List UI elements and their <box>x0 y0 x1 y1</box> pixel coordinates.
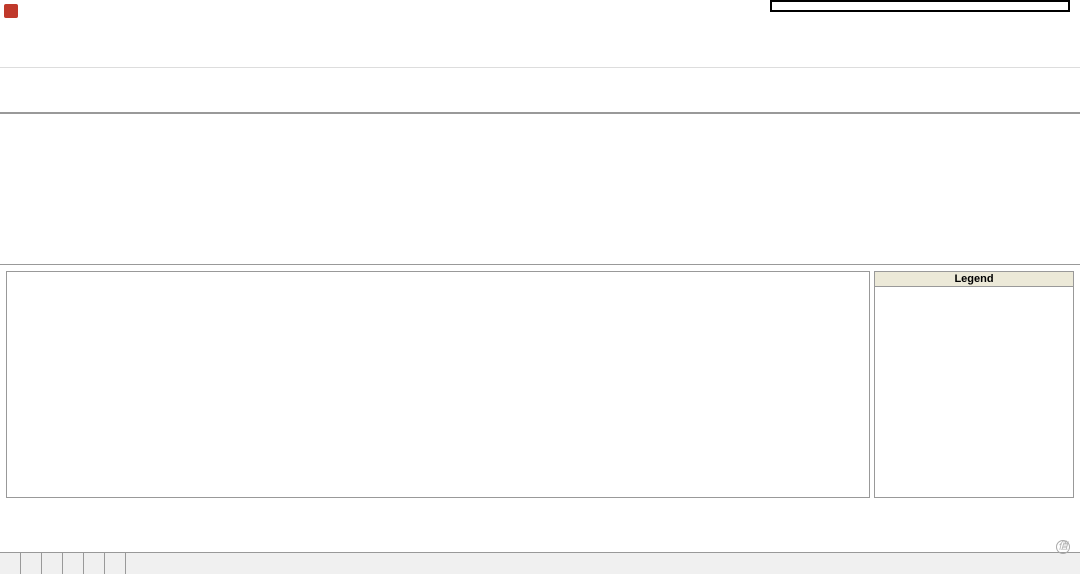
legend-title: Legend <box>875 272 1073 287</box>
summary-box <box>770 0 1070 12</box>
status-end <box>63 553 84 574</box>
tab-strip <box>0 92 1080 112</box>
legend-box: Legend <box>874 271 1074 498</box>
watermark: 值 <box>1056 538 1072 554</box>
toolbar-main <box>0 42 1080 68</box>
toolbar-secondary <box>0 68 1080 92</box>
throughput-chart <box>7 272 869 497</box>
menu-bar <box>0 22 1080 42</box>
status-config <box>42 553 63 574</box>
app-icon <box>4 4 18 18</box>
grid-body <box>0 114 1080 264</box>
status-runtime <box>84 553 105 574</box>
chart-area: Legend <box>0 264 1080 504</box>
status-bar <box>0 552 1080 574</box>
status-pairs <box>0 553 21 574</box>
status-start <box>21 553 42 574</box>
watermark-icon: 值 <box>1056 540 1070 554</box>
status-ran <box>105 553 126 574</box>
chart-main <box>6 271 870 498</box>
